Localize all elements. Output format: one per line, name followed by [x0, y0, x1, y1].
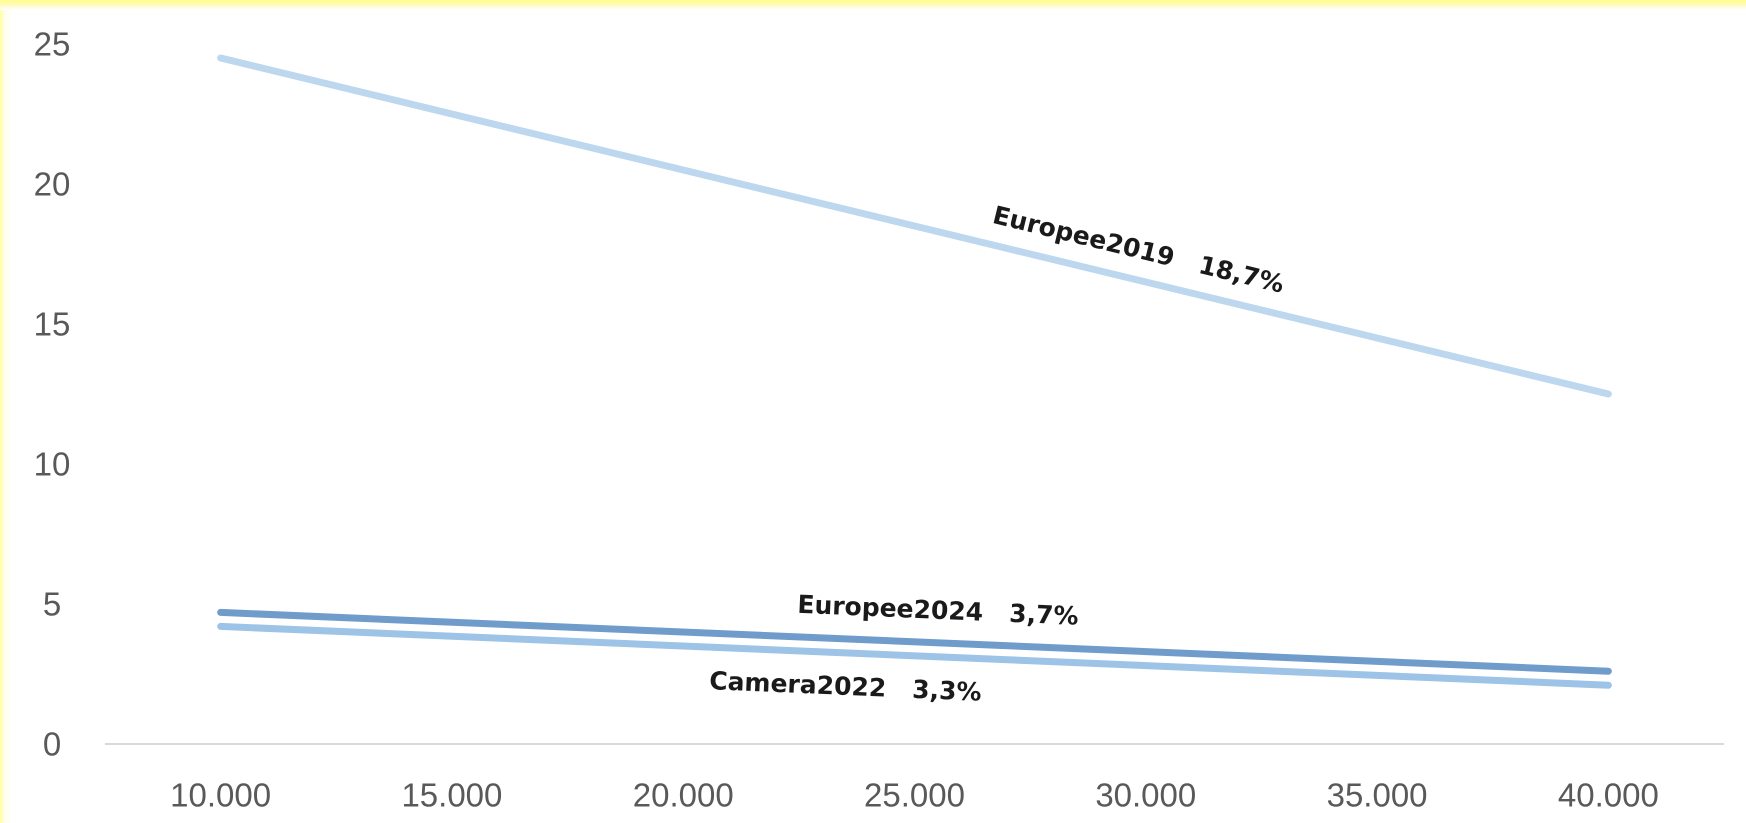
series-lines — [217, 54, 1612, 689]
x-axis-ticks: 10.000 15.000 20.000 25.000 30.000 35.000 40.0… — [170, 777, 1659, 814]
top-border-band — [0, 0, 1746, 10]
x-tick-label: 25.000 — [864, 777, 965, 814]
series-label-europee2024: Europee2024 3,7% — [797, 590, 1079, 631]
series-line-europee2019 — [217, 54, 1612, 398]
series-line-camera2022 — [217, 622, 1612, 689]
y-tick-label: 25 — [34, 26, 71, 63]
y-tick-label: 10 — [34, 446, 71, 483]
y-tick-label: 0 — [43, 726, 61, 763]
series-labels: Europee2019 18,7% Europee2024 3,7% Camera2… — [709, 200, 1287, 706]
series-line-europee2024 — [217, 608, 1612, 675]
x-tick-label: 20.000 — [633, 777, 734, 814]
series-label-europee2019: Europee2019 18,7% — [990, 200, 1287, 298]
x-tick-label: 30.000 — [1095, 777, 1196, 814]
y-tick-label: 15 — [34, 306, 71, 343]
y-axis-ticks: 0 5 10 15 20 25 — [34, 26, 71, 763]
x-tick-label: 15.000 — [401, 777, 502, 814]
x-tick-label: 10.000 — [170, 777, 271, 814]
y-tick-label: 5 — [43, 586, 61, 623]
x-tick-label: 40.000 — [1558, 777, 1659, 814]
series-label-camera2022: Camera2022 3,3% — [709, 666, 982, 707]
y-tick-label: 20 — [34, 166, 71, 203]
x-tick-label: 35.000 — [1327, 777, 1428, 814]
